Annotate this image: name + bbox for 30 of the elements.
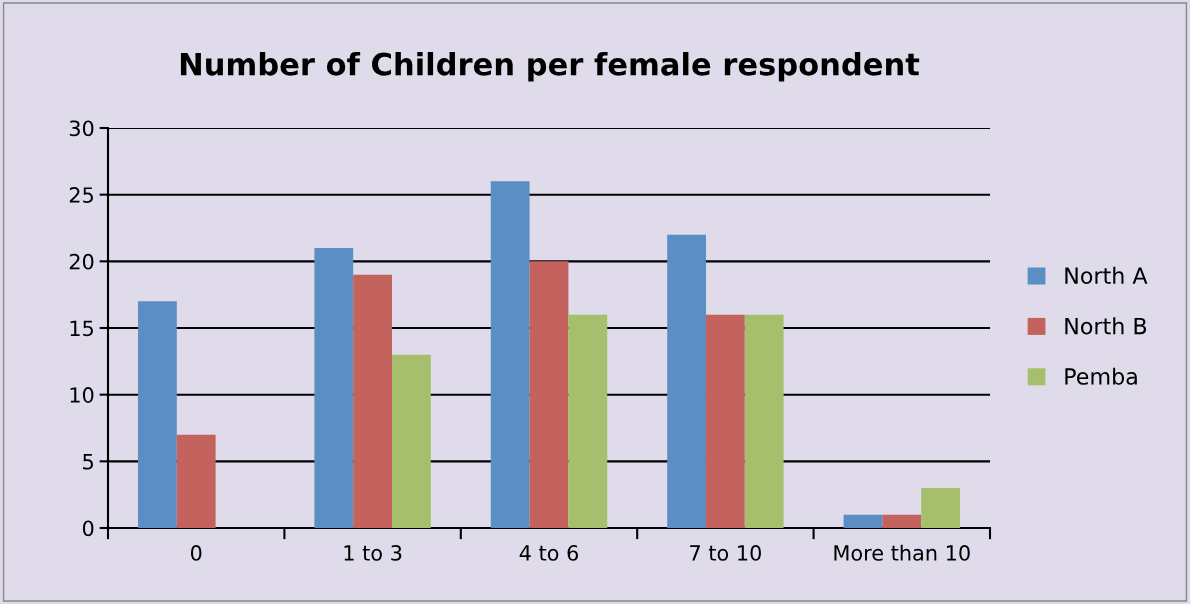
bar [176, 434, 216, 528]
bar [921, 488, 961, 528]
y-tick-label: 30 [69, 120, 94, 137]
chart-title: Number of Children per female respondent [180, 52, 920, 82]
y-tick-label: 10 [70, 387, 94, 403]
x-tick-label: 0 [190, 545, 202, 561]
legend-label: Pemba [1065, 367, 1137, 385]
x-tick-label: 7 to 10 [690, 545, 761, 561]
y-tick-label: 0 [82, 520, 94, 537]
bar [882, 514, 922, 528]
bar [392, 354, 431, 528]
bar [706, 314, 745, 528]
bar [843, 514, 883, 528]
y-tick-label: 20 [69, 253, 94, 270]
bar [529, 261, 569, 528]
x-tick-label: 1 to 3 [344, 545, 402, 561]
y-tick-label: 15 [70, 320, 93, 337]
bar [568, 314, 608, 528]
bar [353, 274, 392, 528]
bar [490, 181, 530, 528]
x-tick-label: More than 10 [834, 544, 970, 561]
x-tick-label: 4 to 6 [519, 545, 579, 561]
legend-label: North A [1065, 266, 1148, 285]
bar [744, 314, 784, 528]
bar [314, 248, 354, 528]
legend-label: North B [1065, 317, 1147, 335]
bar [667, 234, 706, 528]
y-tick-label: 5 [83, 454, 93, 470]
bar [137, 301, 177, 528]
y-tick-label: 25 [69, 187, 93, 203]
